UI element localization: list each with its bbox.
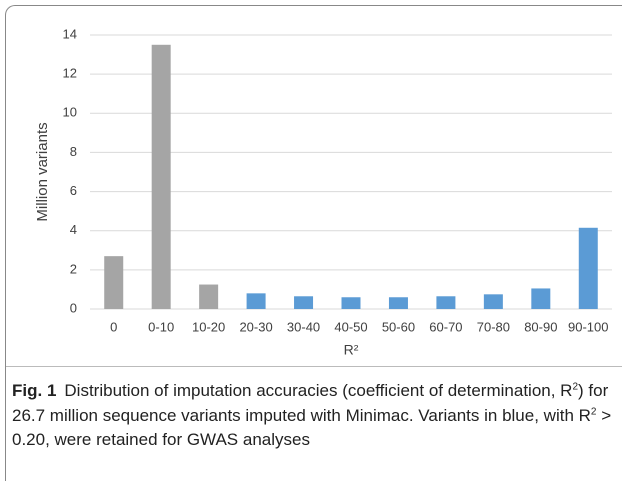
x-tick-label: 70-80 bbox=[477, 319, 510, 334]
x-tick-label: 20-30 bbox=[239, 319, 272, 334]
y-tick-label: 6 bbox=[70, 183, 77, 198]
bar bbox=[341, 297, 361, 309]
figure: Million variants R² 0 2 4 6 8 10 12 14 0 0-10 10-2… bbox=[5, 5, 622, 481]
caption: Fig. 1 Distribution of imputation accurac… bbox=[12, 379, 612, 453]
x-tick-label: 50-60 bbox=[382, 319, 415, 334]
bar bbox=[199, 284, 219, 309]
y-tick-label: 12 bbox=[63, 66, 77, 81]
y-tick-label: 4 bbox=[70, 222, 77, 237]
bar bbox=[294, 296, 314, 309]
x-axis-label: R² bbox=[344, 342, 359, 358]
caption-text: ) for 26.7 million sequence variants imp… bbox=[12, 381, 609, 425]
chart: Million variants R² 0 2 4 6 8 10 12 14 0 0-10 10-2… bbox=[34, 26, 612, 358]
superscript: 2 bbox=[590, 405, 597, 417]
x-tick-label: 0-10 bbox=[148, 319, 174, 334]
bar bbox=[483, 294, 503, 309]
y-tick-label: 8 bbox=[70, 144, 77, 159]
bar bbox=[104, 256, 124, 309]
bar bbox=[388, 297, 408, 309]
bar bbox=[531, 288, 551, 309]
bar bbox=[246, 293, 266, 309]
divider bbox=[6, 366, 622, 367]
y-tick-label: 14 bbox=[63, 26, 77, 41]
x-tick-label: 0 bbox=[110, 319, 117, 334]
x-tick-label: 30-40 bbox=[287, 319, 320, 334]
bar bbox=[436, 296, 456, 309]
caption-text: Distribution of imputation accuracies (c… bbox=[64, 381, 573, 400]
x-tick-label: 40-50 bbox=[334, 319, 367, 334]
superscript: 2 bbox=[572, 381, 579, 393]
x-tick-label: 80-90 bbox=[524, 319, 557, 334]
y-tick-label: 2 bbox=[70, 261, 77, 276]
caption-text: > 0.20, were retained for GWAS analyses bbox=[12, 405, 612, 450]
y-tick-label: 0 bbox=[70, 300, 77, 315]
x-tick-label: 60-70 bbox=[429, 319, 462, 334]
x-tick-label: 10-20 bbox=[192, 319, 225, 334]
y-axis-label: Million variants bbox=[34, 122, 51, 221]
bar bbox=[151, 44, 171, 310]
bar bbox=[578, 227, 598, 309]
caption-label: Fig. 1 bbox=[12, 381, 57, 400]
x-tick-label: 90-100 bbox=[568, 319, 608, 334]
y-tick-label: 10 bbox=[63, 105, 77, 120]
